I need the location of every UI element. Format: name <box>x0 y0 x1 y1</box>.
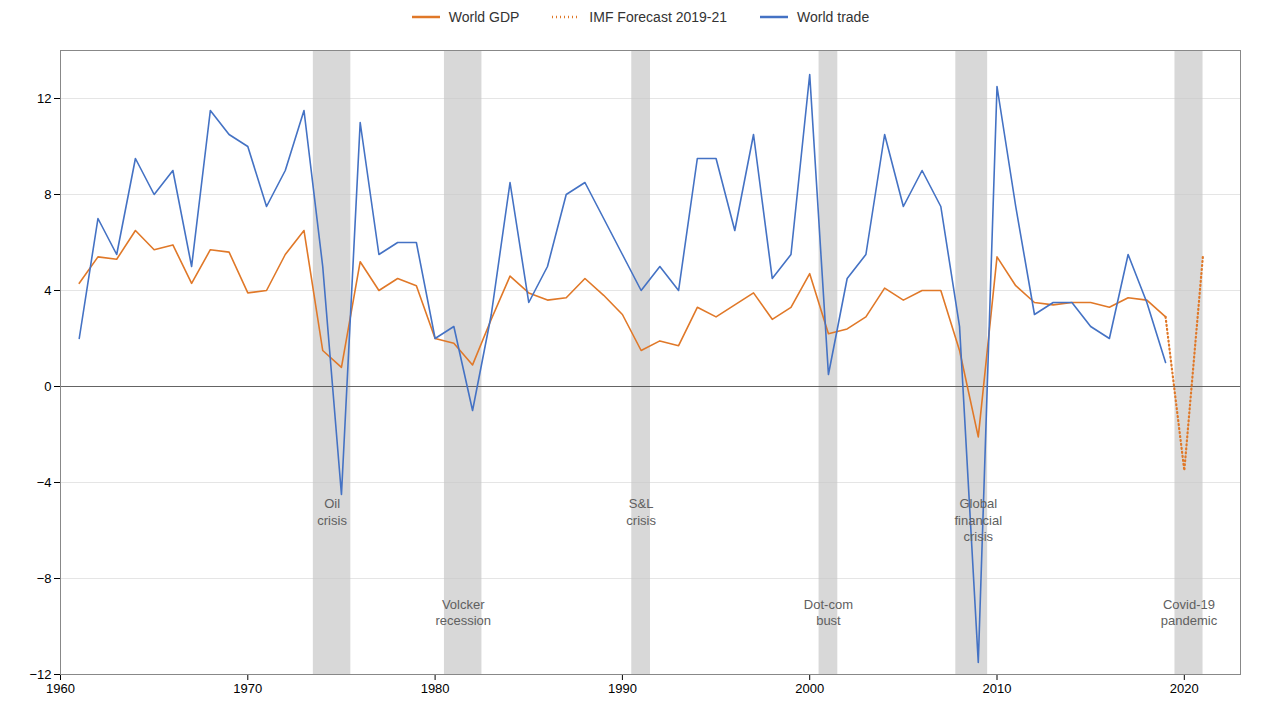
svg-text:2000: 2000 <box>795 681 824 696</box>
svg-text:0: 0 <box>44 379 51 394</box>
svg-text:12: 12 <box>37 91 51 106</box>
svg-text:1960: 1960 <box>46 681 75 696</box>
html-text:World GDP: World GDP <box>448 9 520 25</box>
svg-text:1970: 1970 <box>233 681 262 696</box>
svg-text:Covid-19pandemic: Covid-19pandemic <box>1161 597 1218 628</box>
svg-text:4: 4 <box>44 283 51 298</box>
svg-text:2010: 2010 <box>983 681 1012 696</box>
svg-text:1980: 1980 <box>421 681 450 696</box>
svg-text:−4: −4 <box>37 475 52 490</box>
html-text:World trade: World trade <box>797 9 870 25</box>
svg-text:Dot-combust: Dot-combust <box>804 597 853 628</box>
html-text:IMF Forecast 2019-21: IMF Forecast 2019-21 <box>589 9 728 25</box>
svg-text:Volckerrecession: Volckerrecession <box>435 597 491 628</box>
svg-text:1990: 1990 <box>608 681 637 696</box>
svg-text:8: 8 <box>44 187 51 202</box>
svg-text:2020: 2020 <box>1170 681 1199 696</box>
svg-text:−8: −8 <box>37 571 52 586</box>
svg-text:Globalfinancialcrisis: Globalfinancialcrisis <box>954 496 1002 544</box>
svg-text:S&Lcrisis: S&Lcrisis <box>626 496 656 527</box>
svg-text:−12: −12 <box>29 667 51 682</box>
svg-text:Oilcrisis: Oilcrisis <box>317 496 347 527</box>
